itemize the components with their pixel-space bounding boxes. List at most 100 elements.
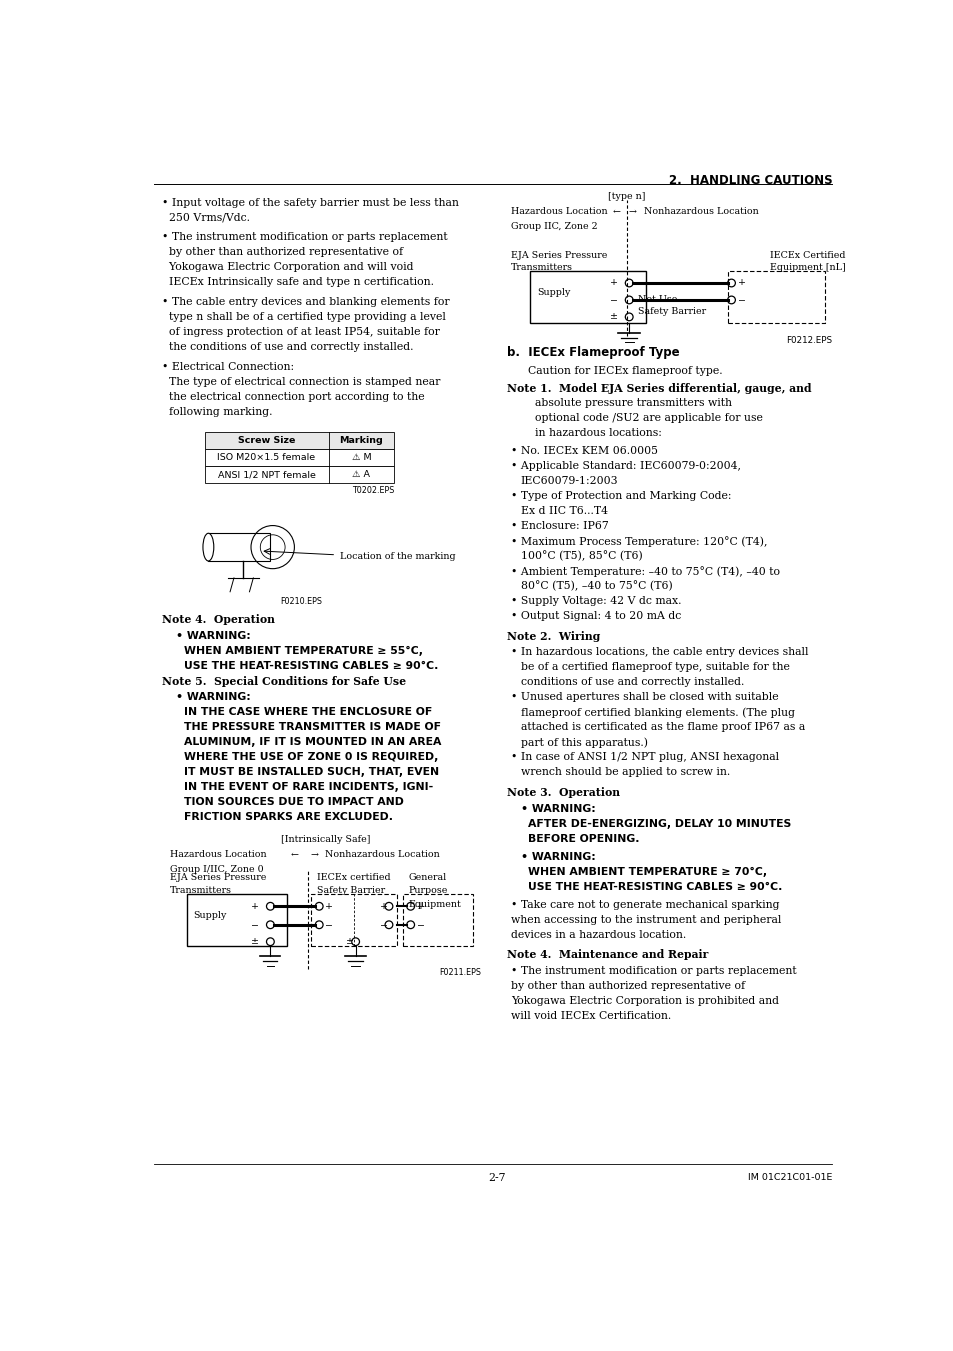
Text: WHERE THE USE OF ZONE 0 IS REQUIRED,: WHERE THE USE OF ZONE 0 IS REQUIRED, [183,753,437,762]
Text: attached is certificated as the flame proof IP67 as a: attached is certificated as the flame pr… [520,723,804,732]
Text: wrench should be applied to screw in.: wrench should be applied to screw in. [520,767,729,777]
Text: WHEN AMBIENT TEMPERATURE ≥ 55°C,: WHEN AMBIENT TEMPERATURE ≥ 55°C, [183,646,422,655]
Text: • Electrical Connection:: • Electrical Connection: [162,362,294,372]
Text: • WARNING:: • WARNING: [520,851,595,862]
Bar [311,894,396,946]
Text: Transmitters: Transmitters [510,263,572,272]
Bar [204,432,394,450]
Text: Supply: Supply [193,911,226,920]
Text: the electrical connection port according to the: the electrical connection port according… [162,392,424,401]
Text: IECEx Intrinsically safe and type n certification.: IECEx Intrinsically safe and type n cert… [162,277,434,288]
Text: 2-7: 2-7 [488,1173,505,1183]
Text: IEC60079-1:2003: IEC60079-1:2003 [520,476,618,486]
Bar [530,270,645,323]
Text: part of this apparatus.): part of this apparatus.) [520,738,647,748]
Text: • The instrument modification or parts replacement: • The instrument modification or parts r… [162,232,447,242]
Text: • Type of Protection and Marking Code:: • Type of Protection and Marking Code: [510,490,730,501]
Text: ±: ± [346,938,354,946]
Text: • The instrument modification or parts replacement: • The instrument modification or parts r… [510,966,796,975]
Text: →: → [311,850,318,859]
Text: −: − [251,920,258,929]
Text: Nonhazardous Location: Nonhazardous Location [324,850,439,859]
Text: THE PRESSURE TRANSMITTER IS MADE OF: THE PRESSURE TRANSMITTER IS MADE OF [183,723,440,732]
Text: b.  IECEx Flameproof Type: b. IECEx Flameproof Type [506,346,679,359]
Text: will void IECEx Certification.: will void IECEx Certification. [510,1011,670,1021]
Text: +: + [251,901,258,911]
Text: when accessing to the instrument and peripheral: when accessing to the instrument and per… [510,915,781,925]
Text: +: + [325,901,333,911]
Text: be of a certified flameproof type, suitable for the: be of a certified flameproof type, suita… [520,662,789,673]
Text: • Input voltage of the safety barrier must be less than: • Input voltage of the safety barrier mu… [162,197,458,208]
Text: • Maximum Process Temperature: 120°C (T4),: • Maximum Process Temperature: 120°C (T4… [510,536,766,547]
Text: flameproof certified blanking elements. (The plug: flameproof certified blanking elements. … [520,708,794,717]
Text: USE THE HEAT-RESISTING CABLES ≥ 90°C.: USE THE HEAT-RESISTING CABLES ≥ 90°C. [183,661,437,670]
Text: BEFORE OPENING.: BEFORE OPENING. [528,834,639,843]
Bar [204,466,394,484]
Bar [402,894,472,946]
Text: T0202.EPS: T0202.EPS [352,485,394,494]
Bar [727,270,823,323]
Text: • WARNING:: • WARNING: [175,631,251,640]
Text: −: − [609,296,617,304]
Text: +: + [609,278,617,288]
Text: ⚠ A: ⚠ A [352,470,370,480]
Text: IN THE EVENT OF RARE INCIDENTS, IGNI-: IN THE EVENT OF RARE INCIDENTS, IGNI- [183,782,433,792]
Text: by other than authorized representative of: by other than authorized representative … [162,247,402,257]
Text: ±: ± [251,938,258,946]
Text: −: − [738,296,745,304]
Text: IT MUST BE INSTALLED SUCH, THAT, EVEN: IT MUST BE INSTALLED SUCH, THAT, EVEN [183,767,438,777]
Text: type n shall be of a certified type providing a level: type n shall be of a certified type prov… [162,312,445,322]
Text: 250 Vrms/Vdc.: 250 Vrms/Vdc. [162,212,250,223]
Text: • Output Signal: 4 to 20 mA dc: • Output Signal: 4 to 20 mA dc [510,611,680,621]
Text: Note 2.  Wiring: Note 2. Wiring [506,631,599,642]
Text: AFTER DE-ENERGIZING, DELAY 10 MINUTES: AFTER DE-ENERGIZING, DELAY 10 MINUTES [528,819,791,828]
Text: IECEx certified: IECEx certified [316,873,390,882]
Text: Note 3.  Operation: Note 3. Operation [506,788,619,798]
Text: • In hazardous locations, the cable entry devices shall: • In hazardous locations, the cable entr… [510,647,807,657]
Ellipse shape [203,534,213,561]
Text: +: + [416,901,424,911]
Text: Transmitters: Transmitters [170,886,232,896]
Text: F0210.EPS: F0210.EPS [280,597,322,607]
Bar [204,450,394,466]
Text: by other than authorized representative of: by other than authorized representative … [510,981,744,992]
Text: F0211.EPS: F0211.EPS [438,967,480,977]
Text: EJA Series Pressure: EJA Series Pressure [170,873,266,882]
Text: [Intrinsically Safe]: [Intrinsically Safe] [280,835,370,844]
Text: ANSI 1/2 NPT female: ANSI 1/2 NPT female [217,470,315,480]
Text: USE THE HEAT-RESISTING CABLES ≥ 90°C.: USE THE HEAT-RESISTING CABLES ≥ 90°C. [528,882,782,892]
Text: conditions of use and correctly installed.: conditions of use and correctly installe… [520,677,743,688]
Text: Note 4.  Operation: Note 4. Operation [162,615,274,626]
Text: Group I/IIC, Zone 0: Group I/IIC, Zone 0 [170,865,263,874]
Text: ←: ← [612,207,620,216]
Text: Supply: Supply [537,288,571,297]
Text: Location of the marking: Location of the marking [340,551,456,561]
Text: Group IIC, Zone 2: Group IIC, Zone 2 [510,222,597,231]
Text: WHEN AMBIENT TEMPERATURE ≥ 70°C,: WHEN AMBIENT TEMPERATURE ≥ 70°C, [528,867,767,877]
Text: absolute pressure transmitters with: absolute pressure transmitters with [506,397,731,408]
Text: • Ambient Temperature: –40 to 75°C (T4), –40 to: • Ambient Temperature: –40 to 75°C (T4),… [510,566,779,577]
Text: • In case of ANSI 1/2 NPT plug, ANSI hexagonal: • In case of ANSI 1/2 NPT plug, ANSI hex… [510,753,778,762]
Text: Hazardous Location: Hazardous Location [170,850,266,859]
Text: −: − [325,920,333,929]
Bar [187,894,287,946]
Text: devices in a hazardous location.: devices in a hazardous location. [510,929,685,940]
Text: +: + [379,901,387,911]
Text: optional code /SU2 are applicable for use: optional code /SU2 are applicable for us… [506,413,761,423]
Text: F0212.EPS: F0212.EPS [785,336,831,345]
Text: →: → [628,207,636,216]
Text: IN THE CASE WHERE THE ENCLOSURE OF: IN THE CASE WHERE THE ENCLOSURE OF [183,708,432,717]
Text: Purpose: Purpose [408,886,447,896]
Text: +: + [738,278,745,288]
Text: in hazardous locations:: in hazardous locations: [506,428,661,438]
Text: • Enclosure: IP67: • Enclosure: IP67 [510,521,608,531]
Text: the conditions of use and correctly installed.: the conditions of use and correctly inst… [162,342,413,351]
Text: • The cable entry devices and blanking elements for: • The cable entry devices and blanking e… [162,297,449,307]
Text: −: − [416,920,424,929]
Text: • Supply Voltage: 42 V dc max.: • Supply Voltage: 42 V dc max. [510,596,680,607]
Text: Marking: Marking [339,436,383,446]
Text: Note 4.  Maintenance and Repair: Note 4. Maintenance and Repair [506,950,707,961]
Text: Screw Size: Screw Size [237,436,294,446]
Text: Caution for IECEx flameproof type.: Caution for IECEx flameproof type. [528,366,722,376]
Text: ISO M20×1.5 female: ISO M20×1.5 female [217,454,315,462]
